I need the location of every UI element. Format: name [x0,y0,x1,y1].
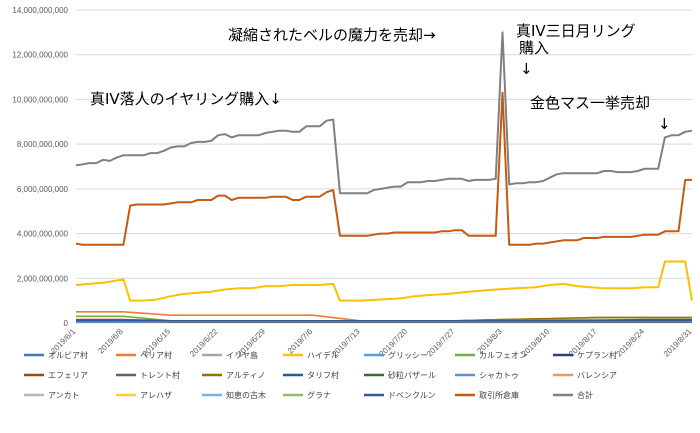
legend-label: エフェリア [48,371,88,380]
annotation-bell-magic-sale: 凝縮されたベルの魔力を売却→ [228,26,436,44]
legend-label: シャカトゥ [479,371,519,380]
legend-label: アンカト [48,391,80,400]
y-tick-label: 0 [64,319,69,328]
y-axis-ticks: 0 2,000,000,000 4,000,000,000 6,000,000,000… [12,6,68,328]
legend-label: 合計 [577,390,593,400]
legend-label: アレハザ [140,391,172,400]
legend-label: 砂粒バザール [388,370,436,380]
legend-label: タリフ村 [307,370,339,380]
annotation-arrow-gold: ↓ [658,115,671,133]
y-tick-label: 10,000,000,000 [12,95,68,104]
series-line-19 [75,91,692,246]
legend-label: トレント村 [140,370,180,380]
legend-label: 取引所倉庫 [479,390,519,400]
y-tick-label: 6,000,000,000 [17,185,69,194]
y-tick-label: 14,000,000,000 [12,6,68,15]
legend-label: アルティノ [226,371,265,380]
grid [76,9,692,324]
legend-label: イリヤ島 [226,350,258,360]
x-tick-label: 2019/8/24 [614,327,646,359]
legend-label: ケプラン村 [577,350,617,360]
legend-label: カルフェオン [479,351,527,360]
legend-label: バレンシア [577,371,617,380]
series-line-20 [75,31,693,195]
x-tick-label: 2019/6/8 [96,327,125,356]
legend-label: オルビア村 [48,350,88,360]
legend-label: ドベンクルン [388,391,436,400]
annotation-crescent-ring: 真IV三日月リング [516,22,636,40]
legend-label: ハイデル [307,350,339,360]
series-line-3 [75,260,693,302]
x-tick-label: 2019/7/27 [425,327,457,359]
annotation-arrow-crescent: ↓ [520,60,533,78]
series-lines [75,31,693,323]
series-line-8 [76,319,692,323]
y-tick-label: 4,000,000,000 [17,230,69,239]
annotation-earring-purchase: 真IV落人のイヤリング購入↓ [90,90,282,108]
annotation-gold-bulk-sale: 金色マス一挙売却 [530,94,650,112]
legend-label: グリッシー [388,350,428,360]
annotations: 真IV落人のイヤリング購入↓ 凝縮されたベルの魔力を売却→ 真IV三日月リング … [90,22,671,133]
x-tick-label: 2019/8/31 [662,327,694,359]
annotation-crescent-ring-purchase: 購入 [519,39,549,57]
y-tick-label: 12,000,000,000 [12,51,68,60]
legend-label: グラナ [307,390,331,400]
y-tick-label: 8,000,000,000 [17,140,69,149]
legend-label: 知恵の古木 [226,390,266,400]
y-tick-label: 2,000,000,000 [17,274,69,283]
legend-label: ベリア村 [140,350,172,360]
